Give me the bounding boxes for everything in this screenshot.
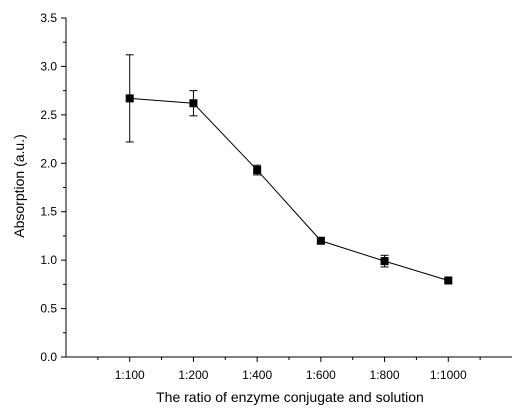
data-point [253, 166, 262, 175]
x-tick-label: 1:600 [306, 368, 336, 382]
y-tick-label: 3.0 [40, 59, 57, 73]
data-point [444, 276, 453, 285]
x-tick-label: 1:100 [115, 368, 145, 382]
data-point [380, 257, 389, 266]
x-tick-label: 1:200 [178, 368, 208, 382]
data-point [189, 99, 198, 108]
data-point [125, 94, 134, 103]
y-tick-label: 1.0 [40, 253, 57, 267]
x-axis-title: The ratio of enzyme conjugate and soluti… [156, 389, 424, 405]
y-tick-label: 2.0 [40, 156, 57, 170]
y-axis-title: Absorption (a.u.) [11, 134, 27, 238]
y-tick-label: 0.5 [40, 302, 57, 316]
data-point [316, 236, 325, 245]
series [125, 54, 453, 285]
series-line [129, 97, 449, 281]
y-tick-label: 1.5 [40, 205, 57, 219]
x-tick-label: 1:800 [370, 368, 400, 382]
x-tick-label: 1:400 [242, 368, 272, 382]
tick-labels: 0.0 0.5 1.0 1.5 2.0 2.5 3.0 3.5 1:100 1:200 1:400 1… [40, 11, 467, 382]
x-tick-label: 1:1000 [430, 368, 467, 382]
tick-marks [61, 17, 481, 362]
axes [65, 18, 512, 358]
y-tick-label: 3.5 [40, 11, 57, 25]
y-tick-label: 2.5 [40, 108, 57, 122]
y-tick-label: 0.0 [40, 350, 57, 364]
